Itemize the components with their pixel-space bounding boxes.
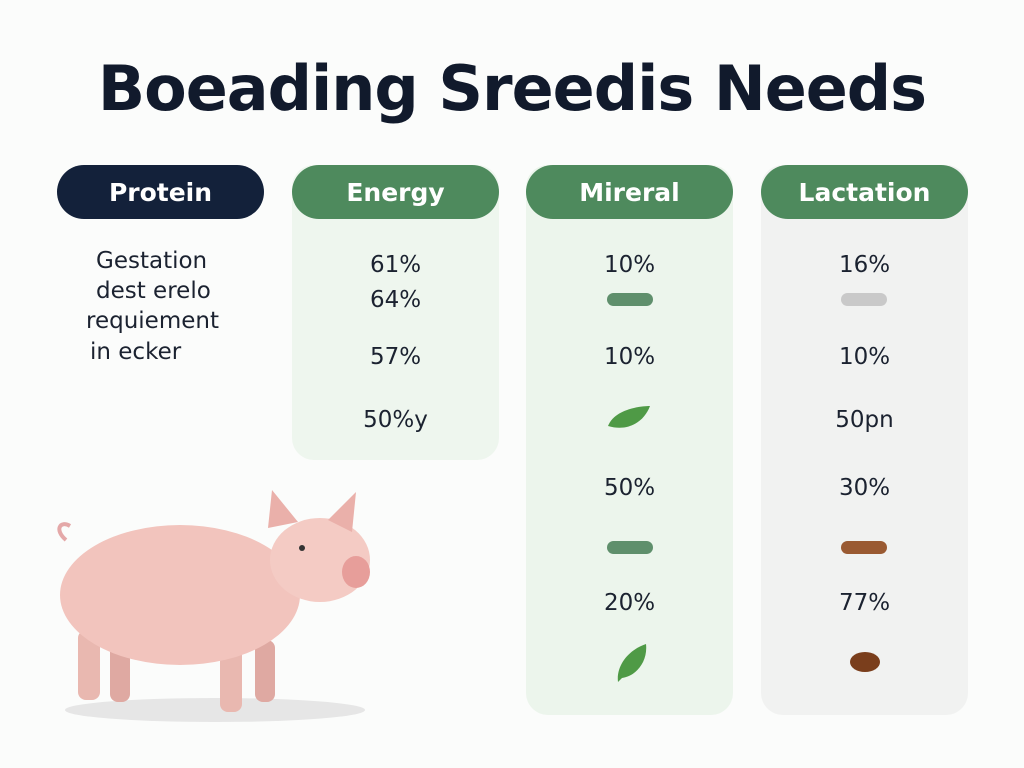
protein-line: requiement xyxy=(86,308,219,334)
energy-value: 64% xyxy=(369,287,422,313)
icon-bar xyxy=(607,293,653,306)
lactation-value: 50pn xyxy=(835,407,894,433)
mineral-value: 50% xyxy=(603,475,656,501)
column-heading: Lactation xyxy=(761,165,968,219)
leg xyxy=(78,630,100,700)
leaf-icon xyxy=(617,644,647,682)
column-heading: Energy xyxy=(292,165,499,219)
lactation-value: 77% xyxy=(838,590,891,616)
lactation-panel xyxy=(761,165,968,715)
body xyxy=(60,525,300,665)
leaf xyxy=(608,406,650,428)
mineral-value: 10% xyxy=(603,252,656,278)
mineral-value: 20% xyxy=(603,590,656,616)
ear xyxy=(268,490,298,528)
shadow xyxy=(65,698,365,722)
lactation-value: 10% xyxy=(838,344,891,370)
energy-value: 61% xyxy=(369,252,422,278)
protein-line: dest erelo xyxy=(96,278,211,304)
lactation-value: 30% xyxy=(838,475,891,501)
column-heading: Mireral xyxy=(526,165,733,219)
energy-value: 57% xyxy=(369,344,422,370)
eye xyxy=(299,545,305,551)
energy-value: 50%y xyxy=(363,407,428,433)
protein-line: Gestation xyxy=(96,248,208,274)
bean-icon xyxy=(850,652,880,672)
icon-bar xyxy=(841,293,887,306)
lactation-value: 16% xyxy=(838,252,891,278)
icon-bar xyxy=(841,541,887,554)
leaf xyxy=(617,644,647,682)
mineral-value: 10% xyxy=(603,344,656,370)
leaf-icon xyxy=(608,406,650,428)
icon-bar xyxy=(607,541,653,554)
title: Boeading Sreedis Needs xyxy=(97,52,927,125)
protein-line: in ecker xyxy=(90,339,182,365)
column-heading: Protein xyxy=(57,165,264,219)
ear xyxy=(328,492,356,532)
tail xyxy=(57,522,72,542)
leg xyxy=(255,640,275,702)
pig-illustration xyxy=(57,490,370,722)
snout xyxy=(342,556,370,588)
mineral-panel xyxy=(526,165,733,715)
